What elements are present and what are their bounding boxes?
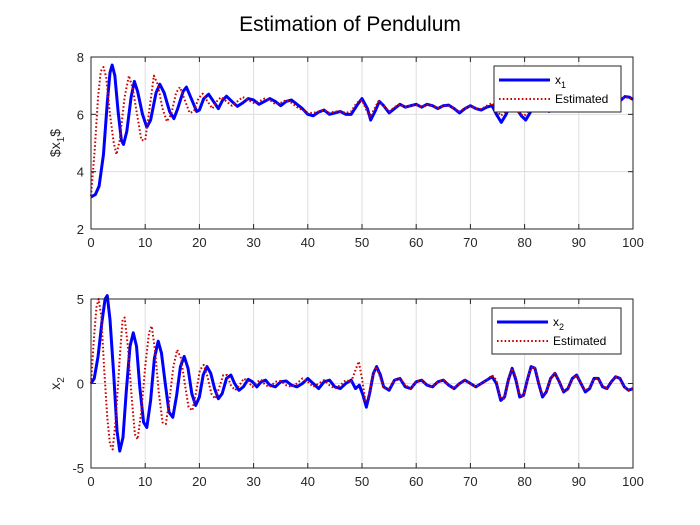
x-tick-label: 40 (301, 235, 315, 250)
y-axis-label-subscript: 1 (56, 136, 67, 142)
legend-label: x1 (555, 73, 566, 90)
x-tick-label: 20 (192, 474, 206, 489)
legend: x1 Estimated (493, 65, 622, 113)
y-tick-label: 2 (77, 222, 84, 237)
y-axis-label-main: x (47, 383, 63, 390)
y-axis-label: $x1$ (47, 129, 67, 157)
x-tick-label: 50 (355, 235, 369, 250)
x-tick-label: 30 (246, 474, 260, 489)
legend-label: Estimated (555, 92, 608, 106)
legend-box (491, 307, 622, 355)
x-tick-label: 50 (355, 474, 369, 489)
x-tick-label: 90 (572, 235, 586, 250)
x-tick-label: 80 (517, 474, 531, 489)
x-tick-label: 70 (463, 235, 477, 250)
y-axis-label-main: $x (47, 142, 63, 157)
x-tick-label: 70 (463, 474, 477, 489)
x-tick-label: 90 (572, 474, 586, 489)
x-tick-label: 0 (87, 235, 94, 250)
x-tick-label: 60 (409, 235, 423, 250)
y-tick-label: 6 (77, 107, 84, 122)
y-tick-label: 8 (77, 50, 84, 65)
x-tick-label: 0 (87, 474, 94, 489)
subplot-1: 0 10 20 30 40 50 60 70 80 90 1002468$x1$x1Estimate… (47, 50, 644, 250)
x-tick-label: 60 (409, 474, 423, 489)
y-tick-label: 0 (77, 377, 84, 392)
x-tick-label: 30 (246, 235, 260, 250)
estimated-series-line (90, 298, 634, 451)
x-tick-label: 100 (622, 235, 644, 250)
x-tick-label: 10 (138, 235, 152, 250)
legend: x2 Estimated (491, 307, 622, 355)
x-tick-label: 10 (138, 474, 152, 489)
x-tick-label: 40 (301, 474, 315, 489)
y-axis-label-subscript: 2 (56, 377, 67, 383)
figure-title: Estimation of Pendulum (239, 13, 461, 36)
legend-label: x2 (553, 315, 564, 332)
y-tick-label: -5 (72, 461, 84, 476)
x-tick-label: 20 (192, 235, 206, 250)
x-tick-label: 80 (517, 235, 531, 250)
legend-box (493, 65, 622, 113)
x-tick-label: 100 (622, 474, 644, 489)
state-series-line (89, 294, 634, 453)
y-tick-label: 4 (77, 165, 84, 180)
legend-label: Estimated (553, 334, 606, 348)
y-axis-label-tail: $ (47, 129, 63, 137)
y-axis-label: x2 (47, 377, 67, 390)
y-tick-label: 5 (77, 292, 84, 307)
